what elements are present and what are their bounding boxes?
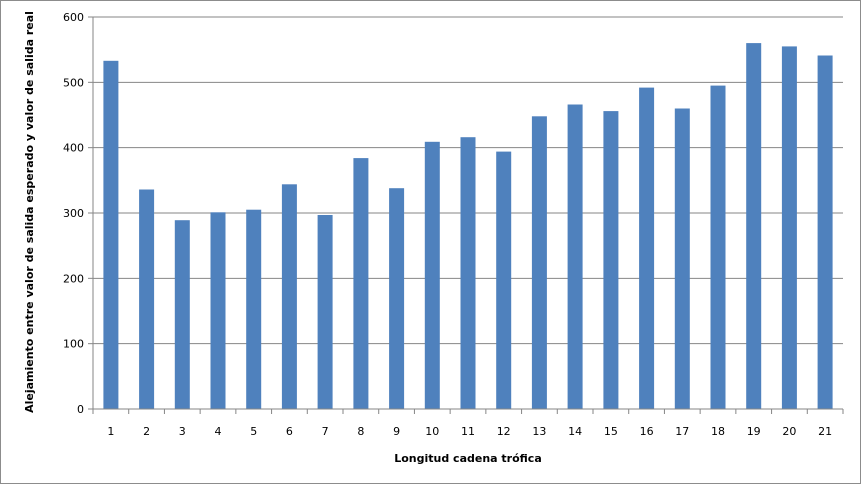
bar [674, 108, 690, 409]
x-tick-label: 1 [107, 425, 114, 438]
x-tick-label: 16 [640, 425, 654, 438]
x-tick-label: 4 [215, 425, 222, 438]
y-tick-label: 400 [63, 142, 84, 155]
y-tick-label: 300 [63, 207, 84, 220]
x-tick-label: 14 [568, 425, 582, 438]
y-tick-labels: 0 100 200 300 400 500 600 [63, 11, 93, 416]
x-tick-label: 19 [747, 425, 761, 438]
x-tick-label: 11 [461, 425, 475, 438]
x-tick-label: 21 [818, 425, 832, 438]
bar [567, 104, 583, 409]
x-axis-title: Longitud cadena trófica [394, 452, 542, 465]
x-tick-label: 7 [322, 425, 329, 438]
bar [281, 184, 297, 409]
bar [424, 141, 440, 410]
bar [353, 158, 369, 409]
x-tick-label: 9 [393, 425, 400, 438]
bar [246, 209, 262, 409]
bar [496, 151, 512, 409]
bar [639, 87, 655, 409]
bar [817, 55, 833, 409]
y-tick-label: 0 [77, 403, 84, 416]
bar [103, 60, 119, 410]
bar [139, 189, 155, 409]
bar [317, 215, 333, 409]
bar [781, 46, 797, 410]
x-tick-label: 18 [711, 425, 725, 438]
x-tick-label: 3 [179, 425, 186, 438]
x-tick-label: 5 [250, 425, 257, 438]
x-tick-label: 8 [357, 425, 364, 438]
bar [389, 188, 405, 409]
bar [603, 111, 619, 409]
y-axis-title: Alejamiento entre valor de salida espera… [23, 11, 36, 413]
x-tick-label: 17 [675, 425, 689, 438]
bar [531, 116, 547, 410]
bar [710, 85, 726, 409]
y-tick-label: 600 [63, 11, 84, 24]
bar [460, 137, 476, 409]
bar [210, 212, 226, 409]
x-tick-label: 13 [532, 425, 546, 438]
y-tick-label: 100 [63, 338, 84, 351]
x-tick-label: 6 [286, 425, 293, 438]
x-tick-label: 15 [604, 425, 618, 438]
x-tick-label: 2 [143, 425, 150, 438]
bars [103, 43, 833, 410]
x-tick-label: 20 [782, 425, 796, 438]
bar [174, 220, 190, 409]
x-tick-label: 10 [425, 425, 439, 438]
y-tick-label: 200 [63, 272, 84, 285]
bar [746, 43, 762, 409]
x-tick-labels: 1 2 3 4 5 6 7 8 9 10 11 12 13 14 15 16 17 18 19 20 21 [92, 409, 844, 438]
x-tick-label: 12 [497, 425, 511, 438]
y-tick-label: 500 [63, 76, 84, 89]
